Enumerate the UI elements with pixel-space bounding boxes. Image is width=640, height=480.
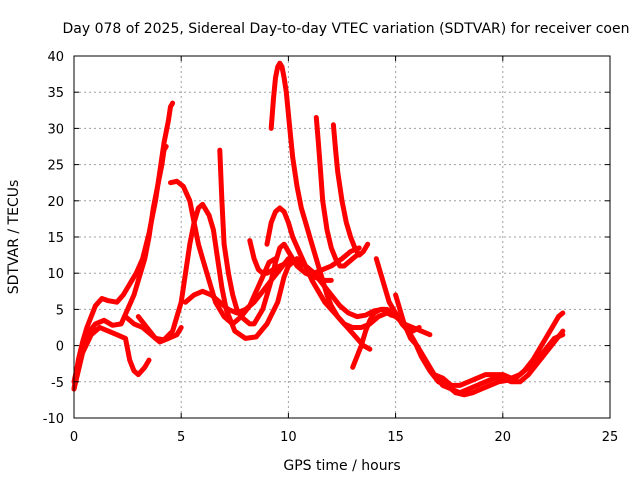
y-tick-label: 20 <box>47 195 64 210</box>
y-tick-label: -10 <box>43 412 64 427</box>
series-arc-16 <box>393 292 566 396</box>
series-arc-13 <box>330 122 371 258</box>
y-tick-label: 40 <box>47 50 64 65</box>
series-arc-2 <box>71 144 169 385</box>
y-tick-label: 15 <box>47 231 64 246</box>
series-arc-9 <box>268 60 373 352</box>
series-arc-17 <box>414 332 566 388</box>
x-tick-label: 10 <box>280 430 297 445</box>
series-arc-1 <box>71 100 176 392</box>
y-axis-label: SDTVAR / TECUs <box>6 180 22 295</box>
y-tick-label: 5 <box>56 303 64 318</box>
series-arc-12 <box>313 115 360 269</box>
x-tick-label: 25 <box>602 430 619 445</box>
x-tick-label: 15 <box>387 430 404 445</box>
x-tick-label: 0 <box>70 430 78 445</box>
x-axis-label: GPS time / hours <box>283 458 400 474</box>
y-tick-label: -5 <box>51 376 64 391</box>
y-tick-label: 35 <box>47 86 64 101</box>
y-tick-label: 30 <box>47 122 64 137</box>
y-tick-label: 25 <box>47 159 64 174</box>
tick-labels: 0 5 10 15 20 25 -10 -5 0 5 10 15 20 25 30 35 40 <box>43 50 619 445</box>
chart-title: Day 078 of 2025, Sidereal Day-to-day VTE… <box>63 21 630 37</box>
x-tick-label: 20 <box>495 430 512 445</box>
series-arc-8 <box>217 147 334 327</box>
y-tick-label: 0 <box>56 340 64 355</box>
series-arc-6 <box>168 178 278 327</box>
series-group <box>71 60 566 398</box>
series-arc-11 <box>247 238 394 320</box>
y-tick-label: 10 <box>47 267 64 282</box>
series-arc-3 <box>71 325 152 392</box>
x-tick-label: 5 <box>177 430 185 445</box>
